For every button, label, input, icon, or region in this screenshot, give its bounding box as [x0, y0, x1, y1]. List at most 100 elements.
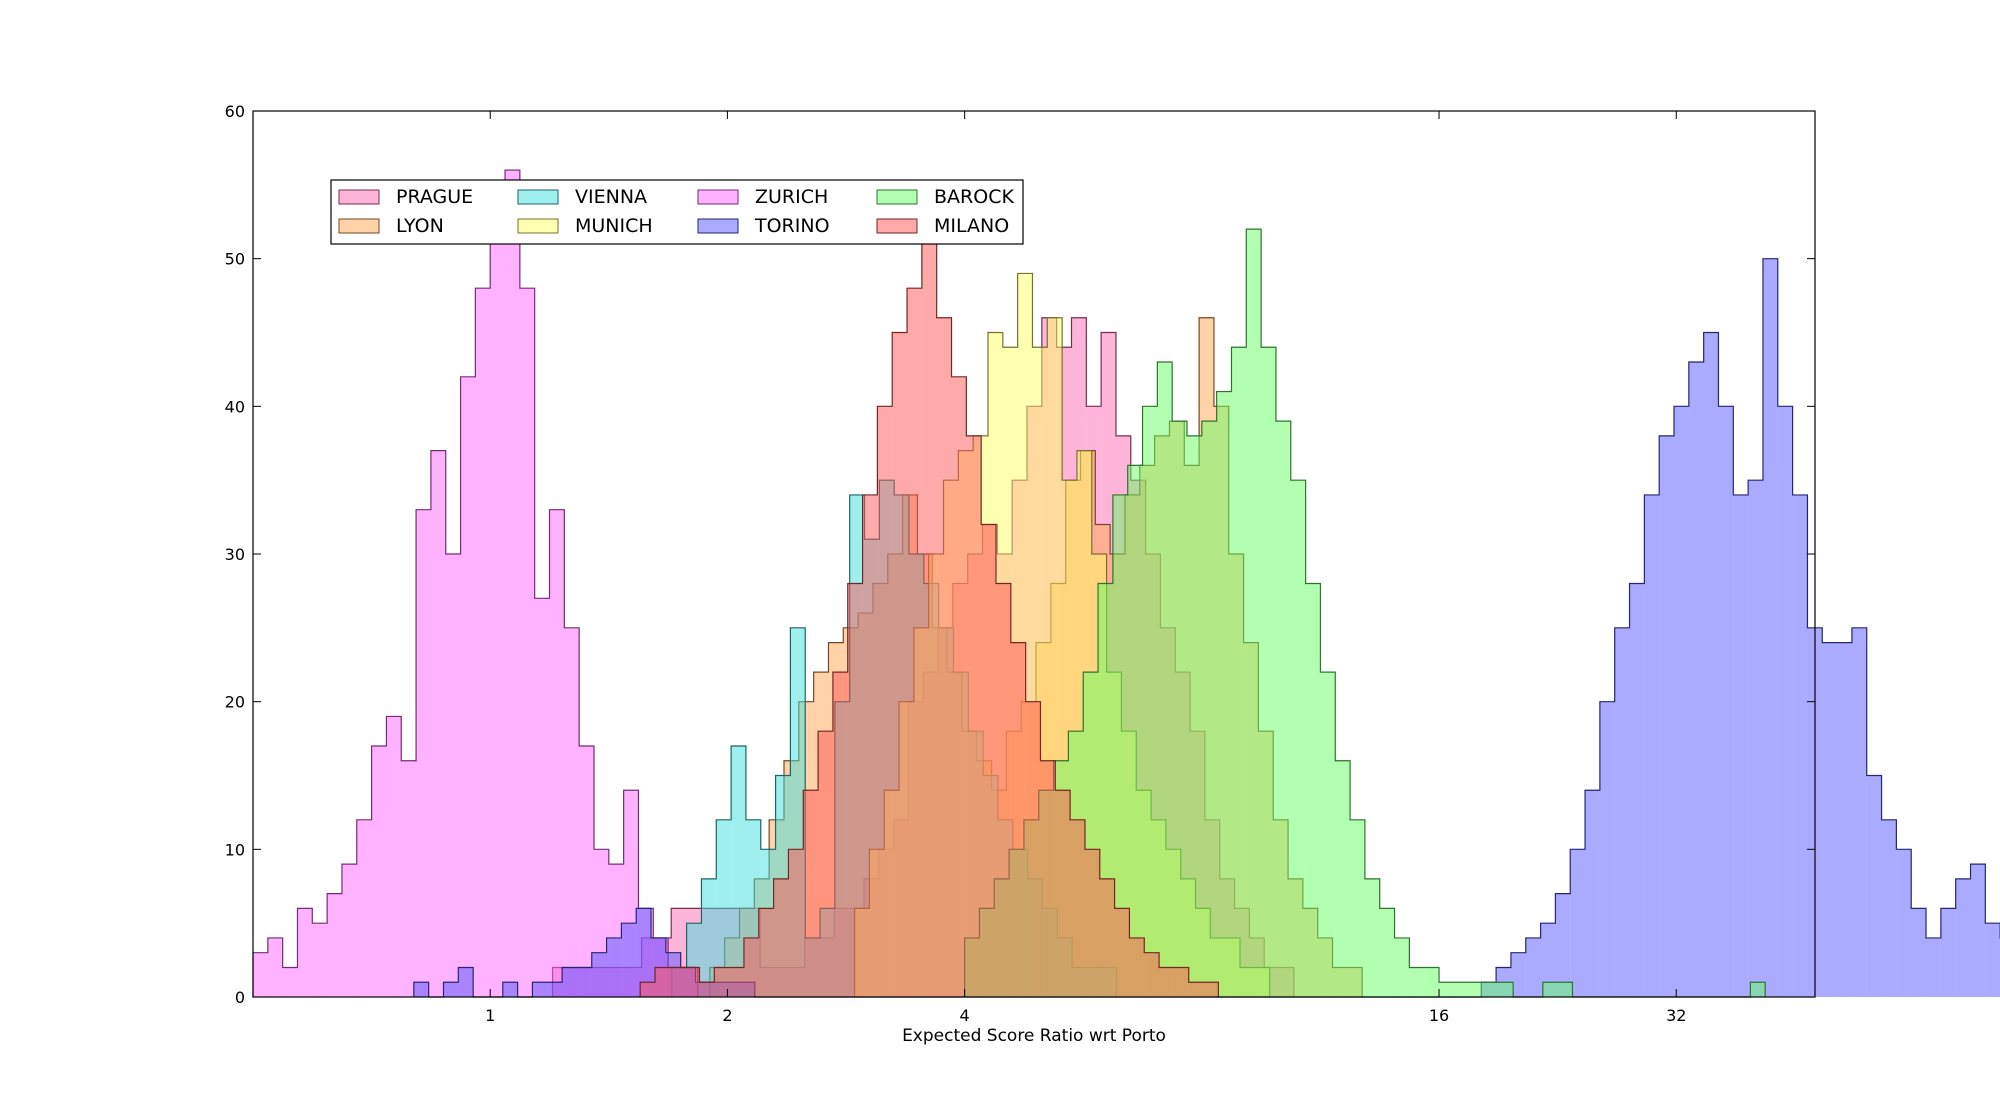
bar-torino-85 — [1674, 406, 1689, 998]
bar-barock-19 — [1246, 229, 1262, 997]
bar-milano-2 — [669, 967, 685, 997]
x-axis-label: Expected Score Ratio wrt Porto — [902, 1026, 1166, 1046]
bar-milano-32 — [1114, 908, 1130, 997]
legend-label: BAROCK — [934, 186, 1014, 208]
bar-torino-95 — [1822, 642, 1838, 997]
bar-barock-17 — [1216, 391, 1232, 997]
bar-zurich-5 — [327, 893, 342, 997]
bar-torino-11 — [576, 967, 592, 997]
bar-milano-1 — [655, 967, 670, 997]
bar-milano-23 — [981, 524, 996, 997]
series-zurich — [252, 169, 699, 997]
bar-torino-84 — [1659, 435, 1675, 997]
bar-milano-27 — [1040, 760, 1056, 997]
bar-zurich-12 — [430, 450, 446, 997]
bar-torino-75 — [1525, 937, 1541, 997]
bar-barock-32 — [1439, 982, 1454, 997]
y-tick-label: 0 — [235, 988, 245, 1007]
bar-barock-30 — [1409, 967, 1425, 997]
bar-torino-104 — [1955, 878, 1971, 997]
bar-barock-28 — [1379, 908, 1395, 997]
bar-milano-31 — [1099, 878, 1115, 997]
bar-torino-99 — [1881, 819, 1897, 997]
bar-zurich-18 — [519, 288, 535, 997]
bar-barock-26 — [1350, 819, 1365, 997]
legend-item-zurich: ZURICH — [697, 186, 828, 208]
bar-zurich-15 — [475, 288, 491, 997]
y-tick-label: 20 — [225, 693, 245, 712]
x-tick-label: 4 — [960, 1006, 970, 1025]
bar-barock-25 — [1335, 760, 1351, 997]
y-tick-label: 40 — [225, 397, 245, 416]
bar-barock-35 — [1483, 982, 1499, 997]
bar-milano-19 — [921, 243, 937, 997]
bar-zurich-6 — [341, 864, 357, 997]
bar-milano-15 — [862, 494, 878, 997]
bar-barock-27 — [1364, 878, 1380, 997]
legend-swatch — [338, 189, 380, 205]
bar-vienna-3 — [716, 819, 732, 997]
bar-zurich-22 — [579, 745, 594, 997]
bar-vienna-4 — [731, 745, 746, 997]
bar-milano-18 — [907, 288, 922, 997]
bar-milano-37 — [1188, 982, 1204, 997]
legend-swatch — [338, 218, 380, 234]
bar-milano-35 — [1159, 967, 1174, 997]
bar-milano-36 — [1173, 967, 1189, 997]
bar-barock-21 — [1275, 421, 1291, 998]
bar-torino-102 — [1926, 937, 1941, 997]
bar-barock-31 — [1424, 967, 1440, 997]
bar-torino-2 — [443, 982, 459, 997]
bar-barock-53 — [1750, 982, 1766, 997]
bar-torino-77 — [1555, 893, 1571, 997]
bar-torino-83 — [1644, 494, 1660, 997]
bar-milano-30 — [1084, 849, 1100, 997]
bar-barock-22 — [1290, 480, 1306, 997]
y-tick-label: 30 — [225, 545, 245, 564]
legend-item-barock: BAROCK — [876, 186, 1014, 208]
series-barock — [964, 228, 1766, 998]
bar-milano-24 — [996, 583, 1011, 997]
bar-barock-16 — [1201, 421, 1217, 998]
bar-zurich-10 — [401, 760, 417, 997]
bar-milano-28 — [1055, 790, 1071, 997]
y-tick-label: 50 — [225, 250, 245, 269]
x-tick-label: 16 — [1429, 1006, 1449, 1025]
legend-label: TORINO — [754, 215, 830, 237]
legend-item-torino: TORINO — [697, 215, 830, 237]
bar-milano-13 — [832, 672, 848, 997]
outline-barock — [964, 228, 1766, 998]
bar-torino-103 — [1940, 908, 1956, 997]
bar-torino-12 — [591, 952, 607, 997]
bar-torino-87 — [1703, 332, 1719, 997]
bar-torino-105 — [1970, 864, 1986, 997]
y-tick-label: 10 — [225, 840, 245, 859]
bar-torino-10 — [562, 967, 577, 997]
bar-milano-26 — [1025, 701, 1041, 997]
bar-torino-74 — [1510, 952, 1526, 997]
legend-swatch — [697, 189, 739, 205]
bar-zurich-4 — [312, 923, 328, 997]
bar-milano-29 — [1070, 819, 1085, 997]
bar-milano-20 — [936, 317, 952, 998]
bar-torino-93 — [1792, 494, 1808, 997]
legend-item-milano: MILANO — [876, 215, 1009, 237]
x-tick-label: 2 — [722, 1006, 732, 1025]
legend-item-lyon: LYON — [338, 215, 444, 237]
bar-torino-14 — [621, 923, 637, 997]
bar-torino-8 — [532, 982, 548, 997]
bar-milano-9 — [773, 878, 789, 997]
bar-zurich-1 — [267, 937, 283, 997]
bar-torino-6 — [502, 982, 518, 997]
outline-zurich — [252, 169, 699, 997]
series-milano — [639, 243, 1219, 998]
bar-barock-15 — [1187, 435, 1202, 997]
bar-milano-33 — [1129, 937, 1145, 997]
bar-torino-13 — [606, 937, 622, 997]
bar-barock-11 — [1127, 465, 1143, 997]
bar-torino-89 — [1733, 494, 1749, 997]
bar-torino-80 — [1599, 701, 1615, 997]
bar-zurich-11 — [416, 509, 431, 997]
bar-torino-15 — [636, 908, 652, 997]
